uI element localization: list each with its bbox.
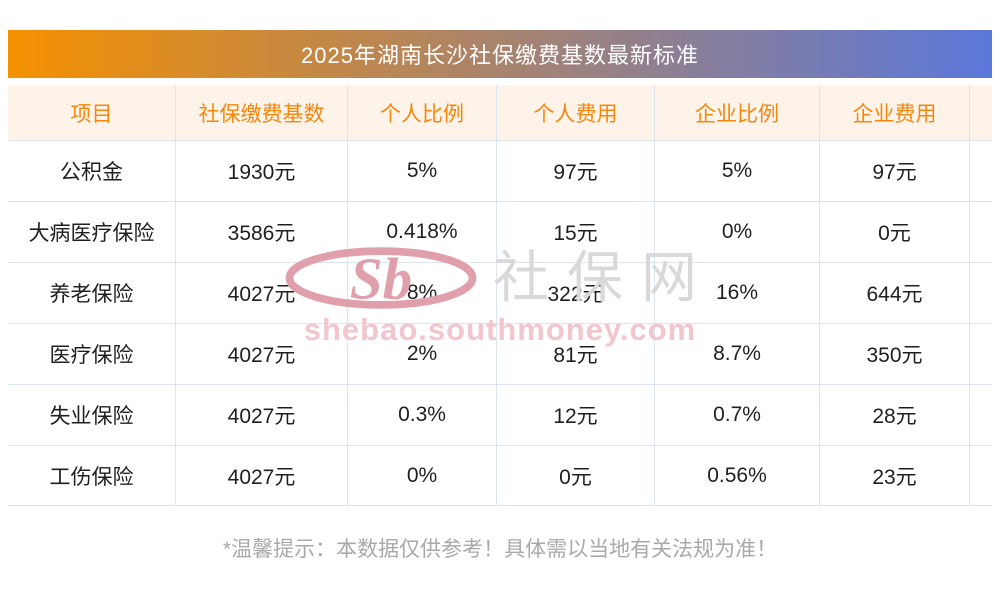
table-row: 大病医疗保险 3586元 0.418% 15元 0% 0元 (8, 201, 992, 262)
column-header: 社保缴费基数 (176, 85, 348, 140)
row-label: 工伤保险 (8, 446, 176, 505)
header-spacer (970, 85, 992, 140)
cell-value: 8.7% (655, 324, 820, 384)
cell-value: 81元 (497, 324, 655, 384)
row-label: 失业保险 (8, 385, 176, 445)
cell-value: 0.3% (348, 385, 497, 445)
row-label: 医疗保险 (8, 324, 176, 384)
footer-note: *温馨提示：本数据仅供参考！具体需以当地有关法规为准！ (222, 538, 778, 561)
cell-value: 0元 (497, 446, 655, 505)
cell-value: 4027元 (176, 446, 348, 505)
table-row: 失业保险 4027元 0.3% 12元 0.7% 28元 (8, 384, 992, 445)
cell-value: 0元 (820, 202, 970, 262)
cell-value: 97元 (497, 141, 655, 201)
row-spacer (970, 324, 992, 384)
row-spacer (970, 385, 992, 445)
row-label: 公积金 (8, 141, 176, 201)
cell-value: 16% (655, 263, 820, 323)
cell-value: 97元 (820, 141, 970, 201)
cell-value: 5% (655, 141, 820, 201)
row-spacer (970, 141, 992, 201)
column-header: 个人费用 (497, 85, 655, 140)
cell-value: 12元 (497, 385, 655, 445)
column-header: 项目 (8, 85, 176, 140)
cell-value: 15元 (497, 202, 655, 262)
cell-value: 8% (348, 263, 497, 323)
cell-value: 0.56% (655, 446, 820, 505)
table-row: 医疗保险 4027元 2% 81元 8.7% 350元 (8, 323, 992, 384)
cell-value: 4027元 (176, 263, 348, 323)
row-label: 大病医疗保险 (8, 202, 176, 262)
row-spacer (970, 263, 992, 323)
cell-value: 4027元 (176, 385, 348, 445)
cell-value: 0% (348, 446, 497, 505)
cell-value: 3586元 (176, 202, 348, 262)
cell-value: 28元 (820, 385, 970, 445)
row-label: 养老保险 (8, 263, 176, 323)
column-header: 个人比例 (348, 85, 497, 140)
cell-value: 23元 (820, 446, 970, 505)
row-spacer (970, 446, 992, 505)
table-header-row: 项目 社保缴费基数 个人比例 个人费用 企业比例 企业费用 (8, 85, 992, 140)
title-bar: 2025年湖南长沙社保缴费基数最新标准 (8, 30, 992, 78)
cell-value: 5% (348, 141, 497, 201)
cell-value: 2% (348, 324, 497, 384)
cell-value: 350元 (820, 324, 970, 384)
cell-value: 322元 (497, 263, 655, 323)
cell-value: 0% (655, 202, 820, 262)
column-header: 企业比例 (655, 85, 820, 140)
page-title: 2025年湖南长沙社保缴费基数最新标准 (301, 43, 699, 68)
cell-value: 4027元 (176, 324, 348, 384)
cell-value: 0.7% (655, 385, 820, 445)
table-row: 养老保险 4027元 8% 322元 16% 644元 (8, 262, 992, 323)
column-header: 企业费用 (820, 85, 970, 140)
cell-value: 0.418% (348, 202, 497, 262)
insurance-table: 项目 社保缴费基数 个人比例 个人费用 企业比例 企业费用 公积金 1930元 5% 97元 5%… (8, 85, 992, 506)
cell-value: 644元 (820, 263, 970, 323)
table-row: 公积金 1930元 5% 97元 5% 97元 (8, 140, 992, 201)
cell-value: 1930元 (176, 141, 348, 201)
table-row: 工伤保险 4027元 0% 0元 0.56% 23元 (8, 445, 992, 506)
row-spacer (970, 202, 992, 262)
table-body: 公积金 1930元 5% 97元 5% 97元 大病医疗保险 3586元 0.418% 15元 0%… (8, 140, 992, 506)
